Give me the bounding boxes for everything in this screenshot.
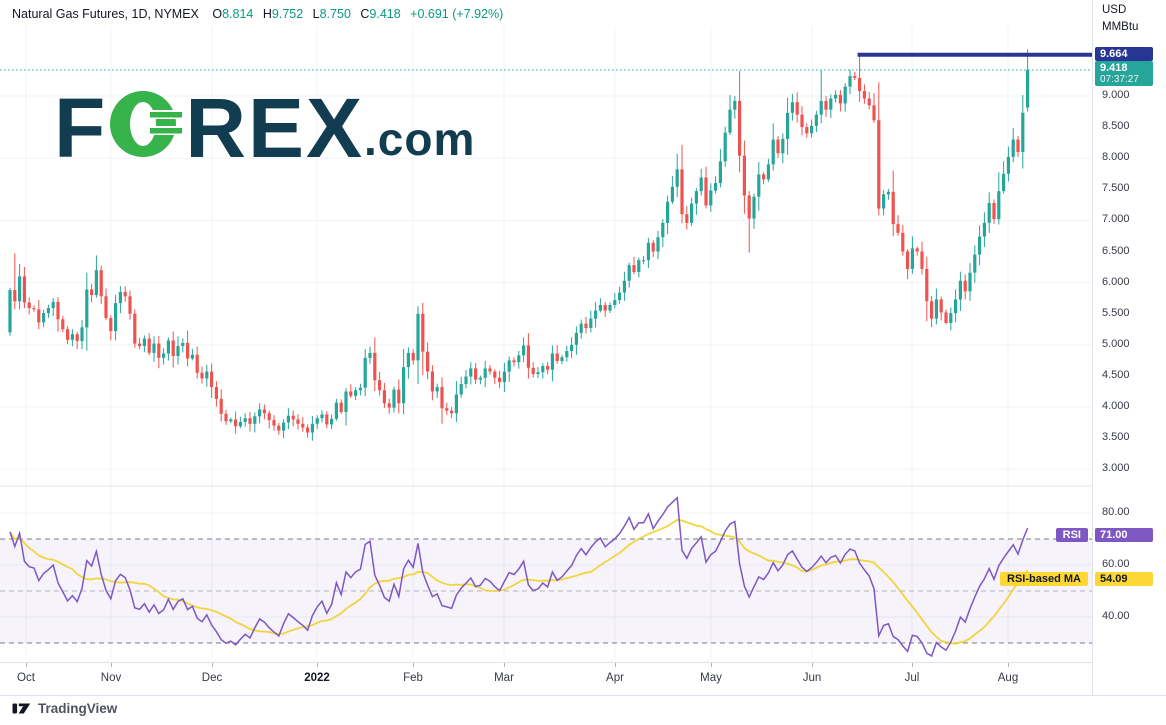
price-tick-label: 4.500 <box>1102 368 1130 381</box>
month-label-jun: Jun <box>802 672 822 684</box>
price-tick-label: 9.000 <box>1102 89 1130 101</box>
price-tick-label: 8.000 <box>1102 151 1130 164</box>
forexcom-logo-f: F <box>54 81 108 176</box>
rsi-label-badge: RSI <box>1055 528 1088 543</box>
tradingview-logo-icon[interactable] <box>12 701 31 716</box>
forexcom-logo: F REX .com <box>54 81 476 176</box>
price-axis[interactable]: USD MMBtu 9.000 8.500 8.000 7.500 7.000 6.500… <box>1092 0 1166 695</box>
price-tick-label: 8.500 <box>1102 120 1130 133</box>
chart-legend: Natural Gas Futures, 1D, NYMEX O8.814 H9… <box>12 7 503 21</box>
last-price-badge: 9.418 07:37:27 <box>1095 61 1153 86</box>
forexcom-logo-o-icon <box>108 84 185 163</box>
rsi-ma-value-badge: 54.09 <box>1095 572 1153 587</box>
rsi-tick-label: 40.00 <box>1102 610 1130 622</box>
month-label-may: May <box>700 672 722 684</box>
unit-currency: USD <box>1102 4 1127 16</box>
month-tick <box>711 663 712 667</box>
low-value: 8.750 <box>319 7 351 21</box>
close-value: 9.418 <box>369 7 401 21</box>
price-tick-label: 6.000 <box>1102 275 1130 288</box>
high-value: 9.752 <box>271 7 304 21</box>
month-tick <box>812 663 813 667</box>
change-value: +0.691 (+7.92%) <box>410 7 504 21</box>
month-label-nov: Nov <box>100 672 122 684</box>
month-tick <box>317 663 318 667</box>
level-price-value: 9.664 <box>1100 47 1128 60</box>
price-tick-label: 5.500 <box>1102 306 1130 319</box>
month-tick <box>912 663 913 667</box>
month-tick <box>615 663 616 667</box>
close-label: C <box>360 7 370 21</box>
price-tick-label: 7.000 <box>1102 213 1130 226</box>
price-tick-label: 3.500 <box>1102 431 1130 444</box>
level-price-badge: 9.664 <box>1095 46 1153 61</box>
open-label: O <box>212 7 223 21</box>
month-tick <box>1008 663 1009 667</box>
high-label: H <box>262 7 272 21</box>
month-label-apr: Apr <box>606 672 624 684</box>
month-label-feb: Feb <box>403 672 423 684</box>
rsi-ma-label-badge: RSI-based MA <box>1000 572 1088 587</box>
time-axis[interactable]: Oct Nov Dec 2022 Feb Mar Apr May Jun Jul Aug <box>0 662 1166 696</box>
last-price-value: 9.418 <box>1100 62 1128 74</box>
bar-countdown: 07:37:27 <box>1100 74 1139 85</box>
month-label-aug: Aug <box>997 672 1019 684</box>
tradingview-brand[interactable]: TradingView <box>38 701 118 716</box>
month-tick <box>111 663 112 667</box>
forexcom-logo-rex: REX <box>185 81 365 176</box>
symbol-title[interactable]: Natural Gas Futures, 1D, NYMEX <box>12 7 199 21</box>
footer: TradingView <box>12 701 117 716</box>
rsi-tick-label: 80.00 <box>1102 506 1130 518</box>
month-label-2022: 2022 <box>304 672 330 684</box>
price-tick-label: 7.500 <box>1102 182 1130 195</box>
unit-measure: MMBtu <box>1102 21 1139 33</box>
month-tick <box>504 663 505 667</box>
price-tick-label: 3.000 <box>1102 462 1130 475</box>
forexcom-logo-com: .com <box>364 112 476 165</box>
month-label-jul: Jul <box>904 672 920 684</box>
rsi-tick-label: 60.00 <box>1102 558 1130 570</box>
price-tick-label: 4.000 <box>1102 400 1130 412</box>
open-value: 8.814 <box>222 7 254 21</box>
month-tick <box>26 663 27 667</box>
low-label: L <box>312 7 320 21</box>
month-label-dec: Dec <box>201 672 223 684</box>
month-label-mar: Mar <box>494 672 514 684</box>
price-tick-label: 6.500 <box>1102 244 1130 257</box>
month-label-oct: Oct <box>17 672 35 684</box>
month-tick <box>413 663 414 667</box>
rsi-value-badge: 71.00 <box>1095 528 1153 543</box>
price-tick-label: 5.000 <box>1102 337 1130 350</box>
month-tick <box>212 663 213 667</box>
